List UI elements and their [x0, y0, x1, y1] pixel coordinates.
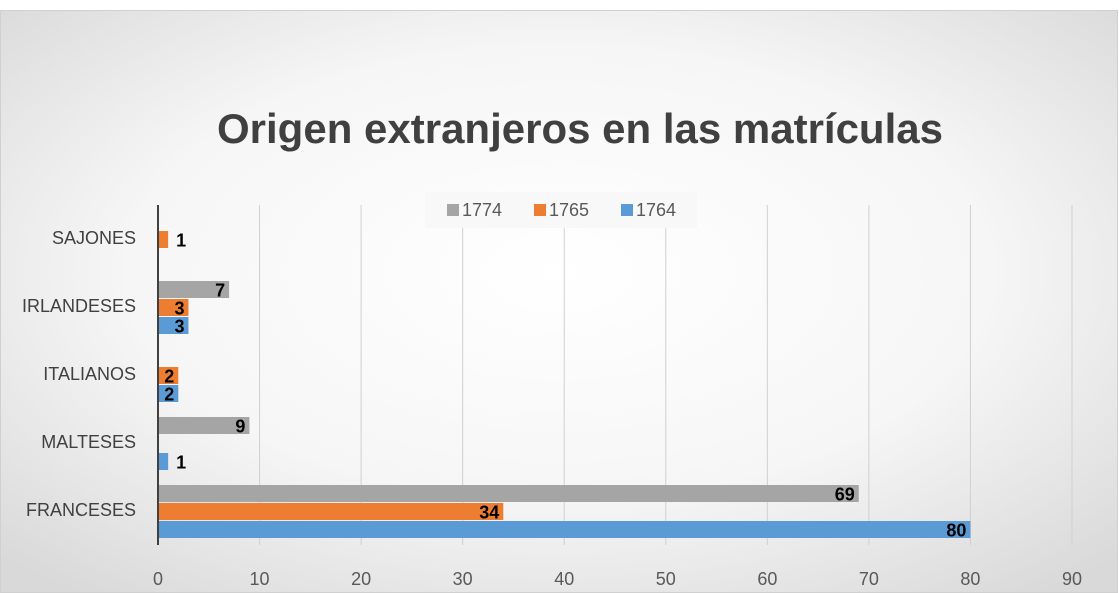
bar: [158, 417, 250, 434]
data-label: 9: [235, 416, 245, 436]
x-tick-label: 70: [859, 569, 879, 589]
data-label: 34: [479, 502, 499, 522]
x-tick-label: 50: [656, 569, 676, 589]
x-tick-label: 10: [250, 569, 270, 589]
bar: [158, 281, 230, 298]
y-tick-label: IRLANDESES: [22, 296, 136, 316]
data-label: 80: [946, 520, 966, 540]
data-label: 3: [174, 316, 184, 336]
bar: [158, 503, 504, 520]
legend-swatch: [534, 204, 546, 216]
x-tick-label: 20: [351, 569, 371, 589]
chart-title: Origen extranjeros en las matrículas: [217, 105, 943, 152]
bar: [158, 317, 189, 334]
data-label: 1: [176, 452, 186, 472]
bar: [158, 521, 971, 538]
bar: [158, 299, 189, 316]
bar: [158, 385, 179, 402]
data-label: 2: [164, 366, 174, 386]
legend-swatch: [447, 204, 459, 216]
y-tick-label: SAJONES: [52, 228, 136, 248]
data-label: 3: [174, 298, 184, 318]
x-tick-label: 90: [1062, 569, 1082, 589]
x-tick-label: 30: [453, 569, 473, 589]
bar: [158, 485, 859, 502]
x-tick-label: 0: [153, 569, 163, 589]
y-tick-label: ITALIANOS: [43, 364, 136, 384]
x-tick-label: 80: [960, 569, 980, 589]
data-label: 7: [215, 280, 225, 300]
data-label: 1: [176, 230, 186, 250]
legend-label: 1764: [636, 200, 676, 220]
data-label: 69: [835, 484, 855, 504]
y-tick-label: FRANCESES: [26, 500, 136, 520]
data-label: 2: [164, 384, 174, 404]
x-tick-label: 40: [554, 569, 574, 589]
legend-label: 1774: [462, 200, 502, 220]
x-tick-label: 60: [757, 569, 777, 589]
bar: [158, 231, 169, 248]
legend-swatch: [621, 204, 633, 216]
legend-box: [425, 192, 697, 228]
bar: [158, 453, 169, 470]
legend-label: 1765: [549, 200, 589, 220]
bar: [158, 367, 179, 384]
y-tick-label: MALTESES: [41, 432, 136, 452]
